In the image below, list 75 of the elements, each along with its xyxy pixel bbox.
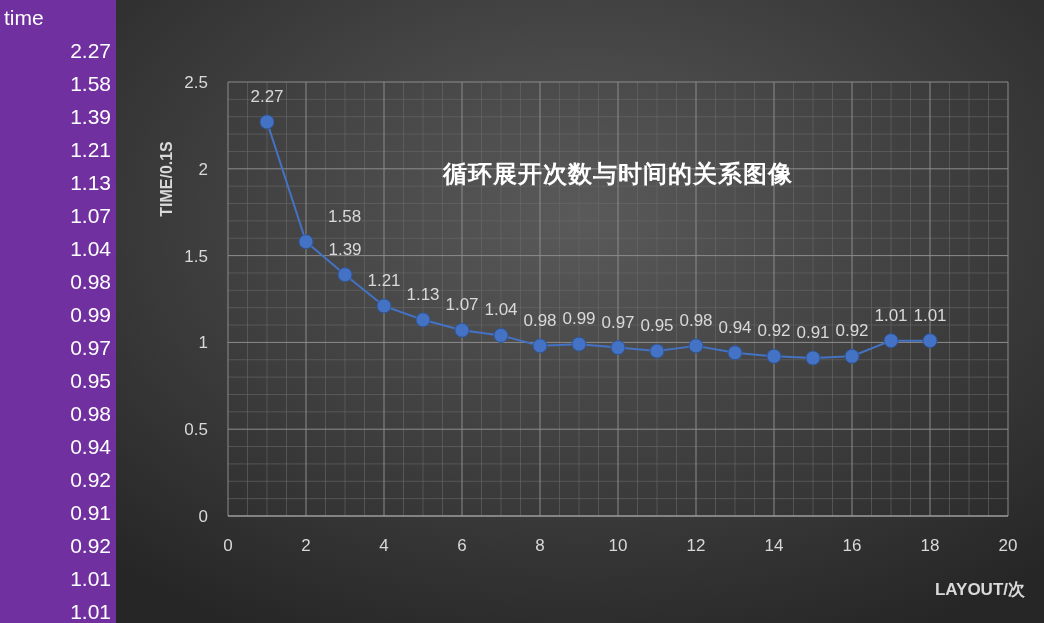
data-label: 1.04 (484, 300, 518, 320)
data-label: 0.92 (757, 321, 791, 341)
data-label: 0.92 (835, 321, 869, 341)
point (376, 298, 392, 314)
point (571, 336, 587, 352)
x-axis-title: LAYOUT/次 (934, 580, 1026, 599)
text: 0.94 (70, 435, 112, 458)
text: 0.92 (70, 534, 111, 557)
point (922, 333, 938, 349)
y-tick-label: 0.5 (184, 420, 208, 440)
text: 0.98 (70, 402, 111, 425)
x-tick-label: 6 (457, 536, 467, 555)
point (415, 312, 431, 328)
point (493, 327, 509, 343)
point (727, 345, 743, 361)
point (259, 114, 275, 130)
point (844, 348, 860, 364)
point (766, 348, 782, 364)
y-tick-label: 2 (198, 159, 208, 179)
text: 0.92 (70, 468, 111, 491)
x-tick-label: 18 (920, 536, 940, 555)
text: 1.21 (70, 138, 111, 161)
x-tick-label: 14 (764, 536, 784, 555)
data-label: 0.99 (562, 309, 596, 329)
text: 0.95 (70, 369, 111, 392)
data-label: 1.01 (874, 305, 908, 325)
x-tick-label: 8 (535, 536, 545, 555)
point (532, 338, 548, 354)
data-label: 0.97 (601, 312, 635, 332)
point (337, 267, 353, 283)
data-label: 0.94 (718, 317, 752, 337)
data-label: 1.07 (445, 295, 479, 315)
point (610, 340, 626, 356)
text: 1.01 (70, 567, 111, 590)
text: 循环展开次数与时间的关系图像 (442, 160, 793, 187)
x-tick-label: 12 (686, 536, 706, 555)
text: 1.13 (70, 171, 111, 194)
x-tick-label: 20 (998, 536, 1018, 555)
data-label: 1.01 (913, 305, 947, 325)
text: 1.07 (70, 204, 111, 227)
text: 0.99 (70, 303, 111, 326)
text: 1.01 (70, 600, 111, 623)
y-tick-label: 1.5 (184, 246, 208, 266)
x-tick-label: 16 (842, 536, 862, 555)
data-label: 0.98 (679, 310, 713, 330)
data-label: 1.58 (328, 206, 362, 226)
point (298, 234, 314, 250)
text: 2.27 (70, 39, 111, 62)
y-axis-title: TIME/0.1S (158, 140, 175, 217)
point (454, 322, 470, 338)
text: 1.58 (70, 72, 111, 95)
data-label: 1.21 (367, 270, 401, 290)
point (805, 350, 821, 366)
data-label: 1.13 (406, 284, 440, 304)
x-tick-label: 10 (608, 536, 628, 555)
y-tick-label: 2.5 (184, 73, 208, 92)
text: 0.97 (70, 336, 111, 359)
point (649, 343, 665, 359)
data-label: 0.91 (796, 323, 830, 343)
x-tick-label: 2 (301, 536, 311, 555)
data-label: 2.27 (250, 86, 284, 106)
text: 0.98 (70, 270, 111, 293)
x-tick-label: 0 (223, 536, 233, 555)
data-label: 0.98 (523, 310, 557, 330)
text: 1.39 (70, 105, 111, 128)
y-tick-label: 1 (198, 333, 208, 353)
point (883, 333, 899, 349)
data-label: 0.95 (640, 316, 674, 336)
data-label: 1.39 (328, 239, 362, 259)
text: 0.91 (70, 501, 111, 524)
text: 1.04 (70, 237, 112, 260)
point (688, 338, 704, 354)
text: time (4, 6, 44, 29)
y-tick-label: 0 (198, 507, 208, 526)
x-tick-label: 4 (379, 536, 389, 555)
